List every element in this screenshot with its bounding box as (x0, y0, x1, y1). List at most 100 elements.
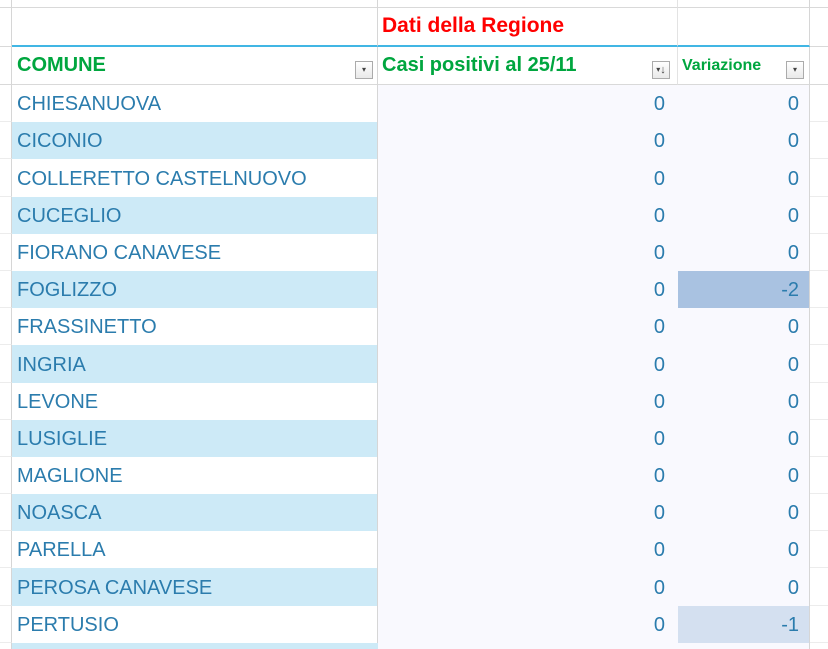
row-gutter-cell (0, 605, 12, 643)
comune-label: PEROSA CANAVESE (17, 576, 213, 599)
grid-cell[interactable] (378, 0, 678, 8)
grid-cell (810, 122, 828, 160)
casi-cell[interactable]: 0 (378, 494, 678, 532)
comune-label: FIORANO CANAVESE (17, 241, 222, 264)
comune-cell[interactable]: NOASCA (12, 494, 378, 532)
casi-cell[interactable]: 0 (378, 233, 678, 271)
grid-cell (0, 47, 12, 85)
column-header-casi-label: Casi positivi al 25/11 (382, 54, 577, 76)
comune-cell[interactable]: PERTUSIO (12, 605, 378, 643)
comune-cell[interactable]: LUSIGLIE (12, 419, 378, 457)
casi-cell[interactable]: 0 (378, 85, 678, 123)
casi-cell[interactable]: 0 (378, 196, 678, 234)
casi-cell[interactable]: 0 (378, 382, 678, 420)
comune-cell[interactable]: PARELLA (12, 531, 378, 569)
variazione-cell[interactable]: 0 (678, 531, 810, 569)
casi-cell[interactable]: 0 (378, 605, 678, 643)
grid-cell (810, 159, 828, 197)
grid-cell[interactable] (378, 642, 678, 649)
variazione-cell[interactable]: 0 (678, 345, 810, 383)
casi-cell[interactable]: 0 (378, 568, 678, 606)
row-gutter-cell (0, 159, 12, 197)
variazione-cell[interactable]: 0 (678, 456, 810, 495)
row-gutter-cell (0, 308, 12, 346)
variazione-cell[interactable]: 0 (678, 308, 810, 346)
grid-cell (810, 233, 828, 271)
filter-dropdown-button-comune[interactable]: ▾ (355, 61, 373, 79)
comune-cell[interactable]: CICONIO (12, 122, 378, 160)
grid-cell (810, 568, 828, 606)
grid-cell[interactable] (12, 8, 378, 47)
casi-cell[interactable]: 0 (378, 531, 678, 569)
comune-label: LEVONE (17, 390, 99, 413)
variazione-cell[interactable]: 0 (678, 382, 810, 420)
variazione-cell[interactable]: 0 (678, 196, 810, 234)
comune-label: CUCEGLIO (17, 204, 122, 227)
row-gutter-cell (0, 122, 12, 160)
grid-cell[interactable] (678, 0, 810, 8)
region-banner-cell[interactable]: Dati della Regione (378, 8, 678, 47)
comune-label: CICONIO (17, 130, 103, 153)
variazione-cell[interactable]: 0 (678, 122, 810, 160)
grid-cell (0, 8, 12, 47)
grid-cell (810, 382, 828, 420)
casi-cell[interactable]: 0 (378, 345, 678, 383)
row-gutter-cell (0, 233, 12, 271)
row-gutter-cell (0, 419, 12, 457)
casi-cell[interactable]: 0 (378, 270, 678, 309)
casi-cell[interactable]: 0 (378, 308, 678, 346)
grid-cell (810, 642, 828, 649)
comune-label: FOGLIZZO (17, 279, 117, 302)
row-gutter-cell (0, 270, 12, 309)
comune-cell[interactable]: CHIESANUOVA (12, 85, 378, 123)
row-gutter-cell (0, 568, 12, 606)
grid-cell (810, 308, 828, 346)
chevron-down-icon: ▾ (792, 65, 797, 74)
casi-cell[interactable]: 0 (378, 419, 678, 457)
comune-cell[interactable]: FIORANO CANAVESE (12, 233, 378, 271)
comune-cell[interactable]: COLLERETTO CASTELNUOVO (12, 159, 378, 197)
comune-cell[interactable]: FOGLIZZO (12, 270, 378, 309)
grid-cell (810, 0, 828, 8)
grid-cell[interactable] (12, 642, 378, 649)
variazione-cell[interactable]: 0 (678, 159, 810, 197)
grid-cell (810, 419, 828, 457)
comune-cell[interactable]: FRASSINETTO (12, 308, 378, 346)
variazione-cell[interactable]: -1 (678, 605, 810, 643)
filter-dropdown-button-variazione[interactable]: ▾ (786, 61, 804, 79)
comune-label: MAGLIONE (17, 465, 123, 488)
variazione-cell[interactable]: 0 (678, 85, 810, 123)
variazione-cell[interactable]: 0 (678, 568, 810, 606)
grid-cell (810, 494, 828, 532)
grid-cell[interactable] (678, 8, 810, 47)
comune-cell[interactable]: CUCEGLIO (12, 196, 378, 234)
variazione-cell[interactable]: -2 (678, 270, 810, 309)
casi-cell[interactable]: 0 (378, 159, 678, 197)
grid-cell[interactable] (678, 642, 810, 649)
comune-label: CHIESANUOVA (17, 93, 162, 116)
column-header-comune[interactable]: COMUNE ▾ (12, 47, 378, 85)
grid-cell (810, 270, 828, 309)
column-header-casi[interactable]: Casi positivi al 25/11 ▾ ↓ (378, 47, 678, 85)
filter-sort-button-casi[interactable]: ▾ ↓ (652, 61, 670, 79)
comune-cell[interactable]: PEROSA CANAVESE (12, 568, 378, 606)
grid-cell[interactable] (12, 0, 378, 8)
grid-cell (0, 0, 12, 8)
comune-cell[interactable]: INGRIA (12, 345, 378, 383)
comune-label: INGRIA (17, 353, 86, 376)
variazione-cell[interactable]: 0 (678, 419, 810, 457)
variazione-cell[interactable]: 0 (678, 233, 810, 271)
casi-cell[interactable]: 0 (378, 122, 678, 160)
grid-cell (0, 642, 12, 649)
grid-cell (810, 345, 828, 383)
row-gutter-cell (0, 85, 12, 123)
column-header-variazione[interactable]: Variazione ▾ (678, 47, 810, 85)
comune-cell[interactable]: LEVONE (12, 382, 378, 420)
region-banner-title: Dati della Regione (382, 14, 565, 37)
casi-cell[interactable]: 0 (378, 456, 678, 495)
row-gutter-cell (0, 494, 12, 532)
variazione-cell[interactable]: 0 (678, 494, 810, 532)
comune-cell[interactable]: MAGLIONE (12, 456, 378, 495)
chevron-down-icon: ▾ (361, 65, 366, 74)
